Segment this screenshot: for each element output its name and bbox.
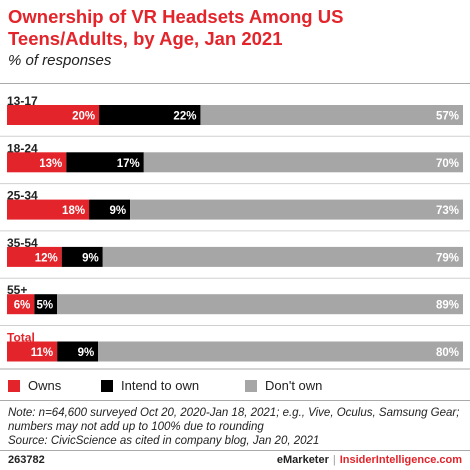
bar-55-don-t-own bbox=[57, 294, 463, 315]
legend-label-dont-own: Don't own bbox=[265, 378, 323, 393]
bar-13-17-intend-to-own bbox=[99, 105, 201, 125]
data-label-55-intend-to-own: 5% bbox=[37, 300, 54, 312]
data-label-13-17-owns: 20% bbox=[72, 111, 95, 123]
legend-item-dont-own: Don't own bbox=[245, 378, 322, 393]
legend-item-intend-to-own: Intend to own bbox=[101, 378, 199, 393]
bar-55-intend-to-own bbox=[34, 294, 58, 315]
note-line-1: Note: n=64,600 surveyed Oct 20, 2020-Jan… bbox=[8, 407, 460, 419]
note-divider bbox=[0, 400, 470, 401]
bar-total-owns bbox=[7, 341, 58, 362]
data-label-total-intend-to-own: 9% bbox=[78, 347, 95, 359]
legend-label-owns: Owns bbox=[28, 378, 62, 393]
data-label-35-54-intend-to-own: 9% bbox=[82, 252, 99, 264]
data-label-35-54-don-t-own: 79% bbox=[436, 252, 459, 264]
bar-25-34-owns bbox=[7, 199, 90, 220]
category-label-18-24: 18-24 bbox=[7, 141, 38, 155]
bar-18-24-intend-to-own bbox=[66, 152, 144, 173]
category-label-35-54: 35-54 bbox=[7, 236, 38, 250]
bar-35-54-owns bbox=[7, 246, 62, 267]
bar-total-intend-to-own bbox=[57, 341, 99, 362]
bar-55-owns bbox=[7, 294, 35, 315]
data-label-25-34-don-t-own: 73% bbox=[436, 205, 459, 217]
data-label-18-24-don-t-own: 70% bbox=[436, 158, 459, 170]
brand-emarketer: eMarketer bbox=[276, 454, 329, 466]
category-label-total: Total bbox=[7, 331, 35, 345]
bar-35-54-intend-to-own bbox=[61, 246, 103, 267]
category-label-55: 55+ bbox=[7, 283, 27, 297]
data-label-total-don-t-own: 80% bbox=[436, 347, 459, 359]
category-label-13-17: 13-17 bbox=[7, 94, 38, 108]
footer-brand: eMarketer | InsiderIntelligence.com bbox=[277, 454, 462, 466]
footer-divider bbox=[0, 450, 470, 451]
data-label-18-24-intend-to-own: 17% bbox=[117, 158, 140, 170]
chart-id: 263782 bbox=[8, 454, 45, 466]
data-label-55-owns: 6% bbox=[14, 300, 31, 312]
legend-item-owns: Owns bbox=[8, 378, 61, 393]
brand-separator: | bbox=[332, 454, 336, 466]
data-label-25-34-owns: 18% bbox=[62, 205, 85, 217]
bar-25-34-don-t-own bbox=[130, 199, 463, 220]
category-label-25-34: 25-34 bbox=[7, 189, 38, 203]
legend-swatch-owns bbox=[8, 379, 20, 392]
data-label-25-34-intend-to-own: 9% bbox=[109, 205, 126, 217]
bar-35-54-don-t-own bbox=[102, 246, 463, 267]
data-label-55-don-t-own: 89% bbox=[436, 300, 459, 312]
bar-13-17-don-t-own bbox=[200, 105, 464, 125]
chart-title: Ownership of VR Headsets Among US Teens/… bbox=[8, 6, 344, 49]
brand-insider-intelligence: InsiderIntelligence.com bbox=[339, 454, 462, 466]
data-label-total-owns: 11% bbox=[31, 347, 53, 359]
chart-subtitle: % of responses bbox=[8, 52, 112, 69]
data-label-13-17-intend-to-own: 22% bbox=[173, 111, 196, 123]
bar-18-24-owns bbox=[7, 152, 67, 173]
data-label-18-24-owns: 13% bbox=[39, 158, 62, 170]
legend-swatch-intend-to-own bbox=[101, 379, 113, 392]
chart-note: Note: n=64,600 surveyed Oct 20, 2020-Jan… bbox=[8, 406, 466, 448]
data-label-13-17-don-t-own: 57% bbox=[436, 111, 459, 123]
legend-label-intend-to-own: Intend to own bbox=[121, 378, 200, 393]
bar-total-don-t-own bbox=[98, 341, 463, 362]
bar-13-17-owns bbox=[7, 105, 100, 125]
data-label-35-54-owns: 12% bbox=[35, 252, 58, 264]
bar-18-24-don-t-own bbox=[143, 152, 464, 173]
note-line-2: numbers may not add up to 100% due to ro… bbox=[8, 421, 264, 433]
note-line-3: Source: CivicScience as cited in company… bbox=[8, 435, 320, 447]
top-divider bbox=[0, 83, 470, 84]
bar-25-34-intend-to-own bbox=[89, 199, 131, 220]
legend: Owns Intend to own Don't own bbox=[8, 378, 468, 394]
legend-swatch-dont-own bbox=[245, 379, 257, 392]
